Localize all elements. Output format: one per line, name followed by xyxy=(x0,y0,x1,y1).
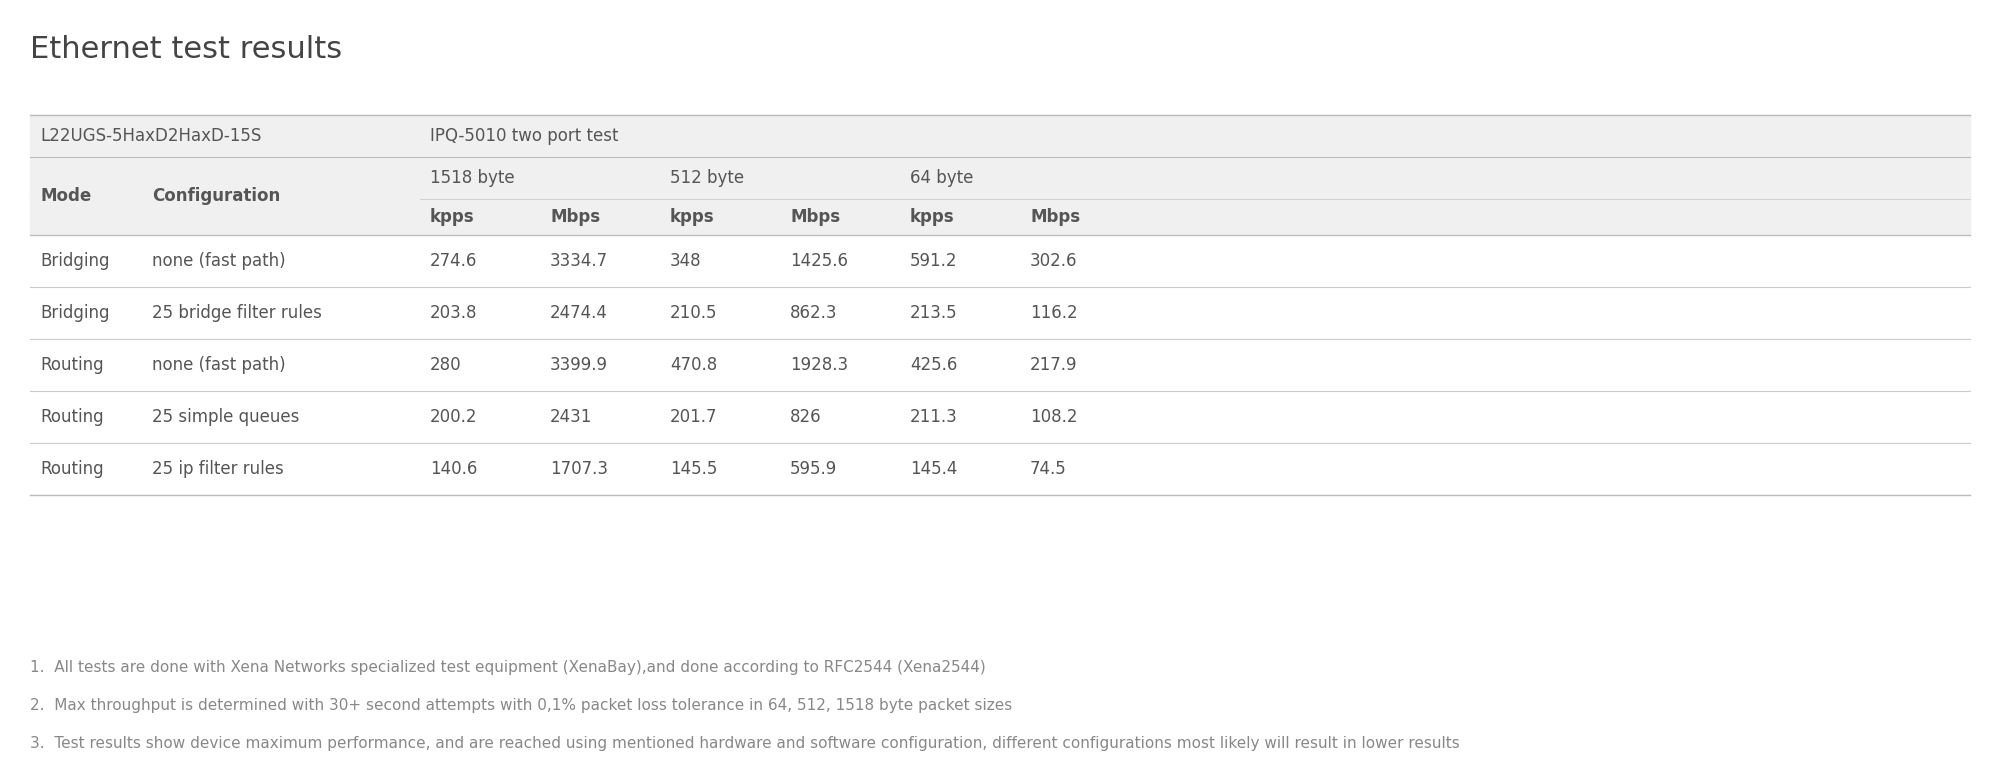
Text: 200.2: 200.2 xyxy=(429,408,477,426)
Text: 25 bridge filter rules: 25 bridge filter rules xyxy=(152,304,321,322)
Text: 108.2: 108.2 xyxy=(1029,408,1077,426)
Text: 1425.6: 1425.6 xyxy=(790,252,848,270)
Text: 210.5: 210.5 xyxy=(670,304,718,322)
Bar xyxy=(30,115,1969,157)
Text: 2474.4: 2474.4 xyxy=(549,304,608,322)
Text: 348: 348 xyxy=(670,252,702,270)
Text: 280: 280 xyxy=(429,356,461,374)
Text: Configuration: Configuration xyxy=(152,187,281,205)
Text: Mbps: Mbps xyxy=(790,208,840,226)
Text: Bridging: Bridging xyxy=(40,304,110,322)
Text: 1518 byte: 1518 byte xyxy=(429,169,515,187)
Text: 470.8: 470.8 xyxy=(670,356,718,374)
Text: 25 ip filter rules: 25 ip filter rules xyxy=(152,460,283,478)
Text: 116.2: 116.2 xyxy=(1029,304,1077,322)
Text: Mbps: Mbps xyxy=(549,208,599,226)
Text: 145.5: 145.5 xyxy=(670,460,718,478)
Text: Bridging: Bridging xyxy=(40,252,110,270)
Text: 217.9: 217.9 xyxy=(1029,356,1077,374)
Text: 203.8: 203.8 xyxy=(429,304,477,322)
Text: 3.  Test results show device maximum performance, and are reached using mentione: 3. Test results show device maximum perf… xyxy=(30,736,1460,751)
Text: 274.6: 274.6 xyxy=(429,252,477,270)
Text: 25 simple queues: 25 simple queues xyxy=(152,408,299,426)
Bar xyxy=(30,235,1969,287)
Text: 595.9: 595.9 xyxy=(790,460,836,478)
Text: 862.3: 862.3 xyxy=(790,304,836,322)
Text: 3399.9: 3399.9 xyxy=(549,356,608,374)
Text: none (fast path): none (fast path) xyxy=(152,356,285,374)
Bar xyxy=(30,199,1969,235)
Text: 140.6: 140.6 xyxy=(429,460,477,478)
Text: kpps: kpps xyxy=(429,208,475,226)
Bar xyxy=(30,443,1969,495)
Text: Ethernet test results: Ethernet test results xyxy=(30,35,343,64)
Text: 201.7: 201.7 xyxy=(670,408,718,426)
Text: 591.2: 591.2 xyxy=(910,252,956,270)
Text: 2.  Max throughput is determined with 30+ second attempts with 0,1% packet loss : 2. Max throughput is determined with 30+… xyxy=(30,698,1013,713)
Text: Mbps: Mbps xyxy=(1029,208,1079,226)
Text: 64 byte: 64 byte xyxy=(910,169,972,187)
Text: Mode: Mode xyxy=(40,187,90,205)
Text: 1707.3: 1707.3 xyxy=(549,460,608,478)
Text: 74.5: 74.5 xyxy=(1029,460,1067,478)
Text: kpps: kpps xyxy=(670,208,714,226)
Text: 145.4: 145.4 xyxy=(910,460,956,478)
Text: 425.6: 425.6 xyxy=(910,356,956,374)
Text: 211.3: 211.3 xyxy=(910,408,956,426)
Text: L22UGS-5HaxD2HaxD-15S: L22UGS-5HaxD2HaxD-15S xyxy=(40,127,261,145)
Bar xyxy=(30,391,1969,443)
Text: none (fast path): none (fast path) xyxy=(152,252,285,270)
Text: 3334.7: 3334.7 xyxy=(549,252,608,270)
Text: Routing: Routing xyxy=(40,408,104,426)
Text: 1.  All tests are done with Xena Networks specialized test equipment (XenaBay),a: 1. All tests are done with Xena Networks… xyxy=(30,660,984,675)
Text: 2431: 2431 xyxy=(549,408,591,426)
Text: 826: 826 xyxy=(790,408,822,426)
Text: 512 byte: 512 byte xyxy=(670,169,744,187)
Text: Routing: Routing xyxy=(40,356,104,374)
Text: 1928.3: 1928.3 xyxy=(790,356,848,374)
Bar xyxy=(30,287,1969,339)
Text: 302.6: 302.6 xyxy=(1029,252,1077,270)
Text: 213.5: 213.5 xyxy=(910,304,956,322)
Text: kpps: kpps xyxy=(910,208,954,226)
Bar xyxy=(30,157,1969,199)
Text: IPQ-5010 two port test: IPQ-5010 two port test xyxy=(429,127,618,145)
Text: Routing: Routing xyxy=(40,460,104,478)
Bar xyxy=(30,339,1969,391)
